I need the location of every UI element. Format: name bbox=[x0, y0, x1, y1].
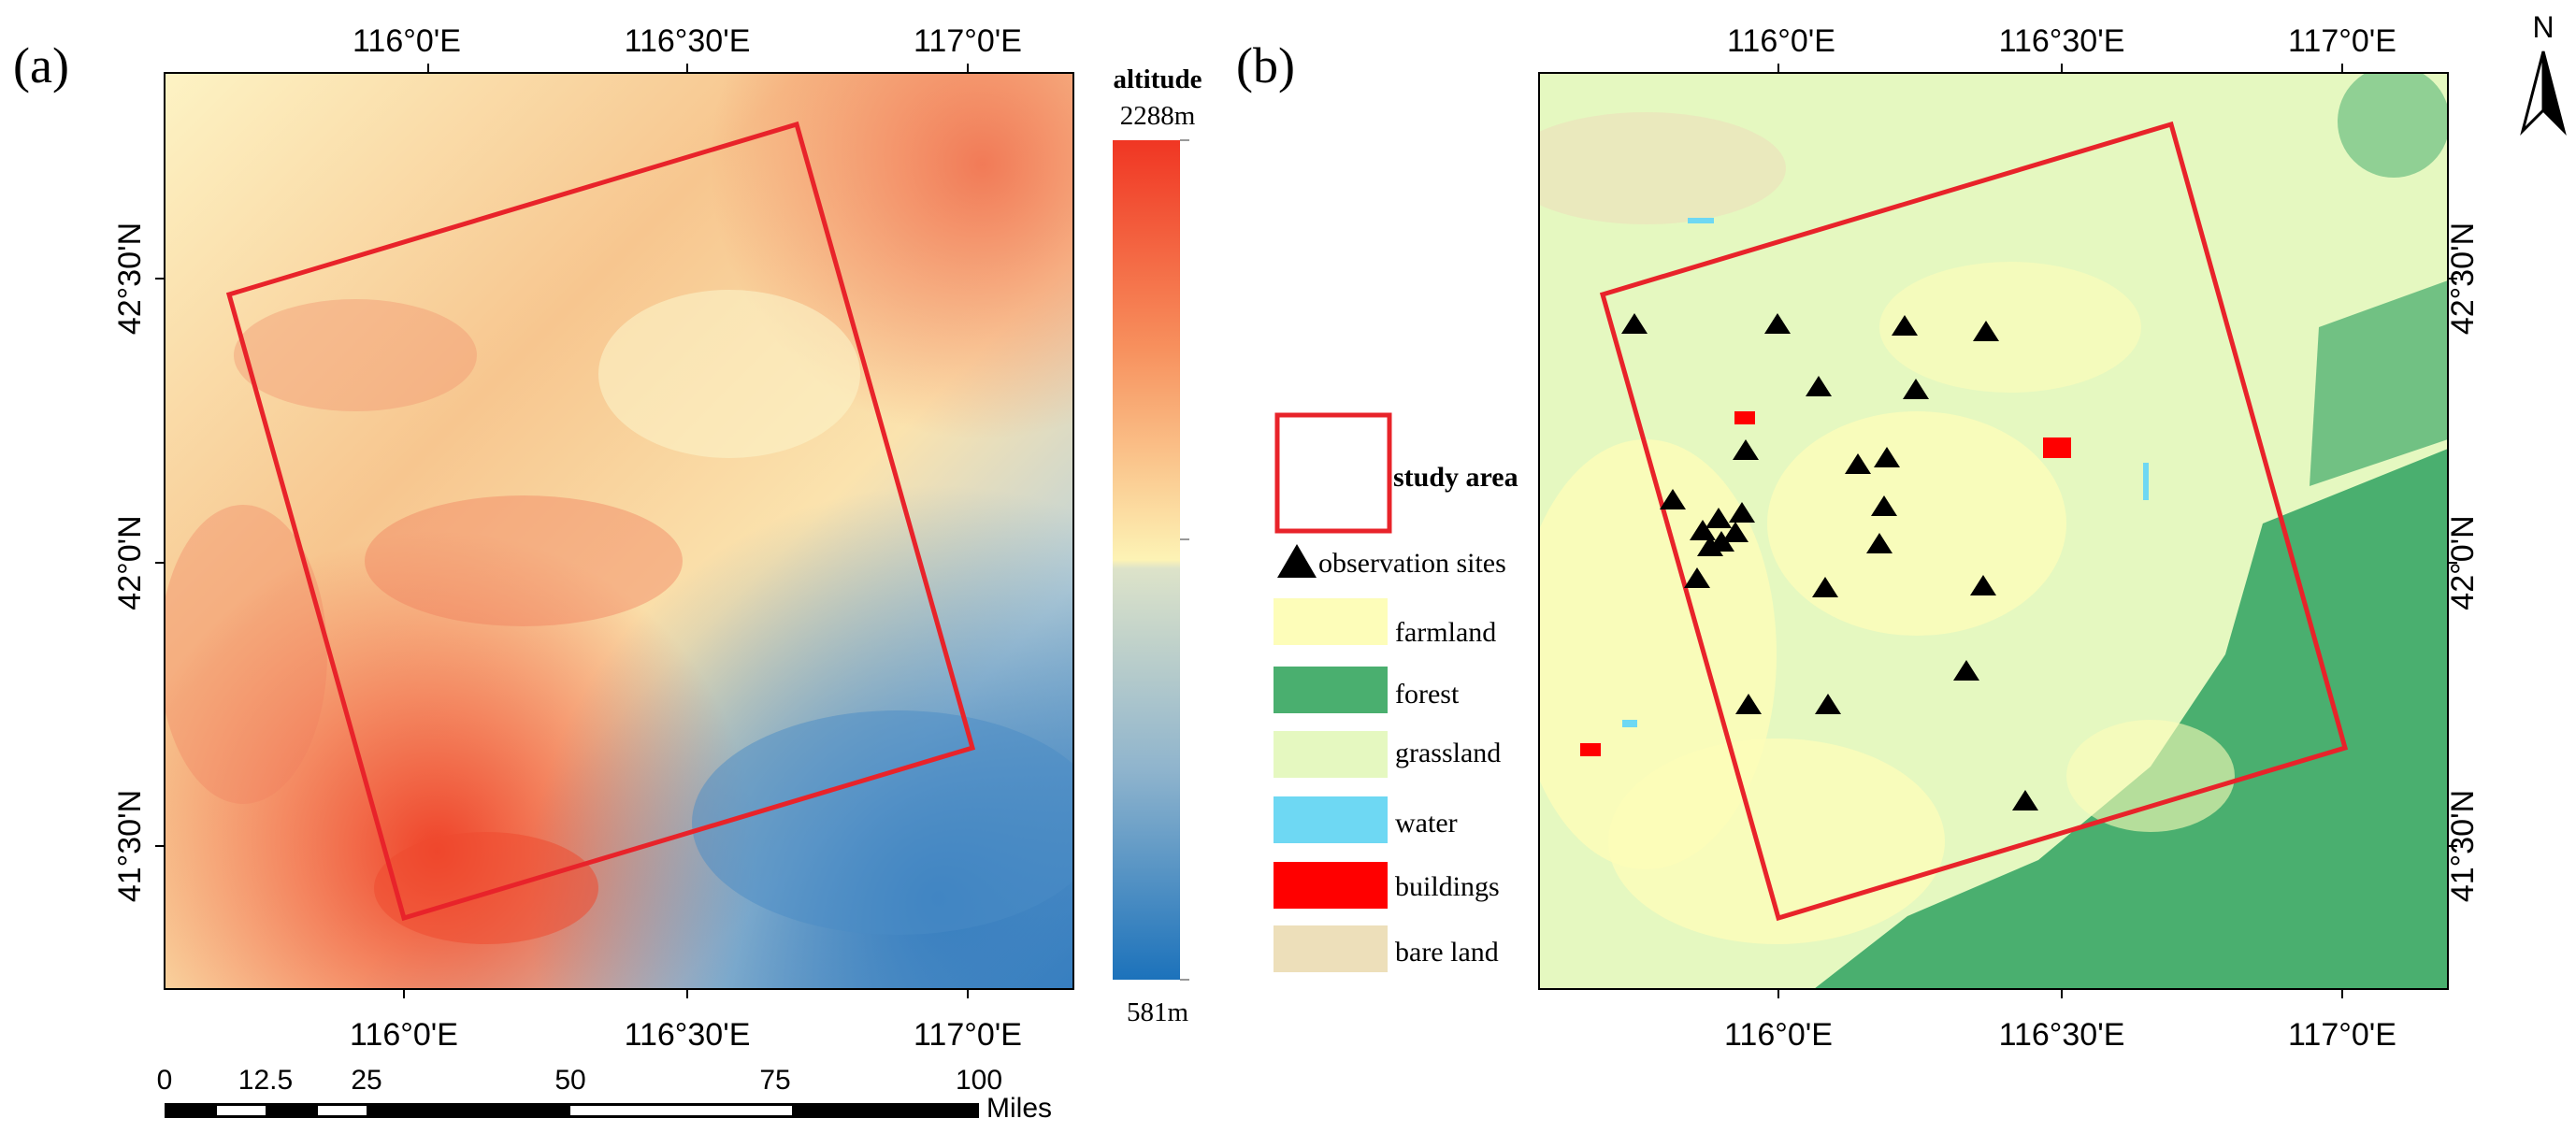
legend-swatch-farmland bbox=[1274, 598, 1388, 645]
axis-ticks-b bbox=[1777, 64, 2457, 998]
legend-swatch-bare-land bbox=[1274, 925, 1388, 972]
right-tick-label: 42°0'N bbox=[2445, 515, 2481, 610]
top-tick-label: 116°30'E bbox=[625, 23, 751, 59]
scale-label: 25 bbox=[351, 1065, 381, 1096]
legend-swatch-forest bbox=[1274, 667, 1388, 713]
scale-bar: 0 12.5 25 50 75 100 Miles bbox=[157, 1065, 1052, 1124]
legend-observation-sites: observation sites bbox=[1318, 548, 1506, 579]
scale-label: 12.5 bbox=[238, 1065, 293, 1096]
legend-label: bare land bbox=[1395, 937, 1499, 968]
north-arrow-icon: N bbox=[2520, 10, 2567, 136]
legend-label: grassland bbox=[1395, 738, 1501, 768]
observation-sites bbox=[1621, 313, 2038, 810]
axis-ticks-a bbox=[155, 64, 969, 998]
top-tick-label: 116°30'E bbox=[1999, 23, 2125, 59]
left-tick-label: 42°30'N bbox=[112, 222, 148, 335]
scale-label: 0 bbox=[157, 1065, 173, 1096]
left-tick-label: 41°30'N bbox=[112, 790, 148, 902]
legend-label: buildings bbox=[1395, 871, 1500, 902]
legend-label: forest bbox=[1395, 679, 1460, 710]
legend-label: farmland bbox=[1395, 617, 1496, 648]
scale-label: 100 bbox=[956, 1065, 1002, 1096]
scale-unit: Miles bbox=[986, 1093, 1052, 1124]
top-tick-label: 117°0'E bbox=[914, 23, 1022, 59]
colorbar-max-label: 2288m bbox=[1120, 101, 1196, 131]
bottom-tick-label: 117°0'E bbox=[2288, 1017, 2396, 1053]
landcover-legend: study area observation sites farmland fo… bbox=[1274, 412, 1518, 972]
right-tick-label: 42°30'N bbox=[2445, 222, 2481, 335]
north-label: N bbox=[2532, 10, 2554, 44]
bottom-tick-label: 117°0'E bbox=[914, 1017, 1022, 1053]
panel-a: (a) 116°0'E 116°30'E 117°0'E 116°0'E 116… bbox=[13, 23, 1202, 1124]
panel-a-label: (a) bbox=[13, 37, 69, 93]
top-tick-label: 117°0'E bbox=[2288, 23, 2396, 59]
legend-swatch-water bbox=[1274, 796, 1388, 843]
elevation-map bbox=[165, 73, 1073, 989]
top-tick-label: 116°0'E bbox=[353, 23, 461, 59]
scale-label: 75 bbox=[759, 1065, 790, 1096]
legend-study-area: study area bbox=[1393, 462, 1518, 493]
panel-b-label: (b) bbox=[1236, 37, 1295, 93]
bottom-tick-label: 116°30'E bbox=[625, 1017, 751, 1053]
observation-site-icon bbox=[1277, 544, 1317, 578]
bottom-tick-label: 116°0'E bbox=[350, 1017, 458, 1053]
legend-swatch-buildings bbox=[1274, 862, 1388, 909]
study-area-swatch bbox=[1274, 412, 1392, 534]
landcover-map bbox=[1539, 73, 2448, 989]
altitude-colorbar: altitude 2288m 581m bbox=[1113, 65, 1202, 1027]
right-tick-label: 41°30'N bbox=[2445, 790, 2481, 902]
bottom-tick-label: 116°30'E bbox=[1999, 1017, 2125, 1053]
study-area-outline-a bbox=[225, 121, 976, 922]
panel-b: (b) bbox=[1236, 10, 2567, 1053]
bottom-tick-label: 116°0'E bbox=[1724, 1017, 1833, 1053]
colorbar-min-label: 581m bbox=[1127, 997, 1189, 1027]
study-area-outline-b bbox=[1599, 121, 2349, 922]
legend-swatch-grassland bbox=[1274, 731, 1388, 778]
scale-label: 50 bbox=[554, 1065, 585, 1096]
legend-label: water bbox=[1395, 808, 1458, 839]
top-tick-label: 116°0'E bbox=[1727, 23, 1835, 59]
left-tick-label: 42°0'N bbox=[112, 515, 148, 610]
colorbar-title: altitude bbox=[1113, 65, 1202, 94]
